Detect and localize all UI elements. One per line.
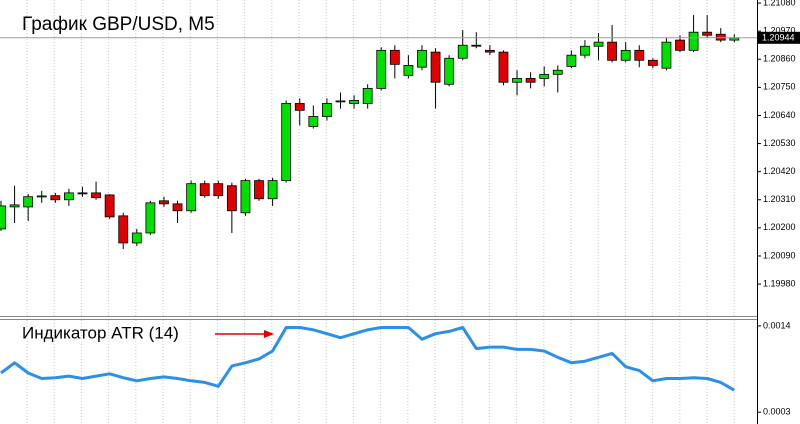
candle-body <box>36 195 47 198</box>
candle-body <box>172 203 183 212</box>
candle-body <box>64 192 74 201</box>
indicator-title: Индикатор ATR (14) <box>22 323 179 342</box>
candle-body <box>335 100 346 103</box>
candle-body <box>118 215 129 244</box>
candle-body <box>91 192 101 199</box>
candle-body <box>593 41 604 47</box>
y-tick-label: 1.20090 <box>763 250 796 260</box>
y-tick-label: 1.20970 <box>763 26 796 36</box>
candle-body <box>552 69 563 75</box>
candle-body <box>199 183 210 197</box>
candle-body <box>322 103 332 117</box>
candle-body <box>620 49 631 61</box>
candle-body <box>159 200 169 205</box>
candle-body <box>512 78 522 83</box>
candle-body <box>308 116 319 127</box>
y-tick-label: 1.20640 <box>763 110 796 120</box>
candle-body <box>349 99 359 104</box>
candle-body <box>702 31 713 36</box>
candle-body <box>417 49 427 68</box>
candle-body <box>484 49 495 53</box>
candle-body <box>362 87 373 104</box>
candle-body <box>186 183 197 212</box>
y-tick-label: 1.20420 <box>763 166 796 176</box>
candle-body <box>715 33 726 41</box>
y-tick-label: 1.21080 <box>763 0 796 7</box>
candle-body <box>281 103 292 182</box>
candle-body <box>647 59 658 66</box>
candle-body <box>607 41 617 61</box>
y-tick-label: 1.19980 <box>763 278 796 288</box>
candle-body <box>240 180 251 214</box>
candle-body <box>50 195 61 201</box>
candle-body <box>688 31 699 51</box>
candle-body <box>9 204 20 208</box>
y-tick-label: 1.20530 <box>763 138 796 148</box>
candle-body <box>376 49 387 89</box>
y-tick-label: 0.0003 <box>763 407 791 417</box>
candle-body <box>131 232 142 244</box>
candle-body <box>0 205 6 230</box>
candle-body <box>254 180 264 200</box>
indicator-line <box>0 326 736 392</box>
candle-body <box>23 196 34 208</box>
candle-body <box>525 78 536 83</box>
y-tick-label: 1.20200 <box>763 222 796 232</box>
last-price-label: 1.20944 <box>762 33 795 43</box>
candle-body <box>389 49 400 65</box>
candle-body <box>430 51 441 83</box>
candle-body <box>444 57 455 85</box>
candle-body <box>294 103 305 111</box>
candle-body <box>77 192 88 195</box>
candle-body <box>580 45 590 56</box>
candle-body <box>145 202 156 234</box>
candle-body <box>403 64 414 76</box>
candle-body <box>104 194 115 218</box>
annotation-arrowhead <box>264 330 274 338</box>
y-tick-label: 1.20750 <box>763 82 796 92</box>
candle-body <box>226 185 237 212</box>
candle-body <box>566 54 577 67</box>
candle-body <box>498 51 509 83</box>
candle-body <box>213 183 224 197</box>
candle-body <box>661 41 672 69</box>
candle-body <box>267 180 278 200</box>
y-tick-label: 1.20860 <box>763 54 796 64</box>
y-tick-label: 1.20310 <box>763 194 796 204</box>
candle-body <box>539 73 550 79</box>
chart-title: График GBP/USD, M5 <box>22 14 215 35</box>
candle-body <box>457 44 468 59</box>
candle-body <box>675 39 685 51</box>
candle-body <box>471 44 482 47</box>
candle-body <box>634 49 645 61</box>
last-price-box <box>758 31 800 44</box>
y-tick-label: 0.0014 <box>763 320 791 330</box>
